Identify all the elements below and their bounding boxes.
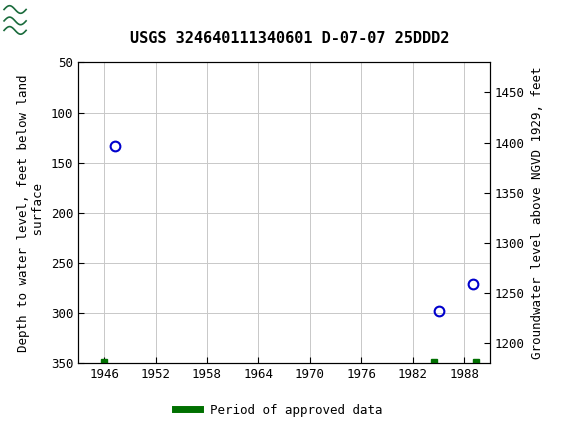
Text: USGS: USGS [49,9,104,27]
Y-axis label: Groundwater level above NGVD 1929, feet: Groundwater level above NGVD 1929, feet [531,67,543,359]
Legend: Period of approved data: Period of approved data [169,399,387,421]
FancyBboxPatch shape [3,3,42,35]
Y-axis label: Depth to water level, feet below land
 surface: Depth to water level, feet below land su… [17,74,45,352]
Text: USGS 324640111340601 D-07-07 25DDD2: USGS 324640111340601 D-07-07 25DDD2 [130,31,450,46]
